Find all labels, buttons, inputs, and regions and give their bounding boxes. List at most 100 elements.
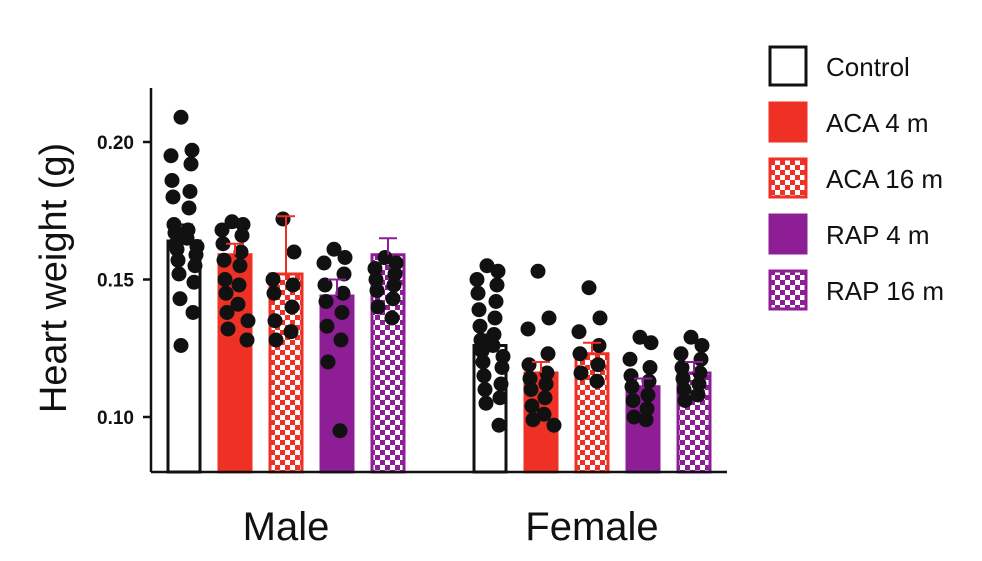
error-bar-male-3: [328, 278, 346, 296]
point-female-2-7: [589, 373, 605, 389]
point-female-4-2: [673, 346, 689, 362]
point-female-0-18: [477, 382, 493, 397]
legend-item-4: RAP 16 m: [768, 269, 944, 311]
point-male-0-18: [171, 266, 187, 282]
point-male-2-0: [275, 211, 291, 227]
legend-label-0: Control: [826, 52, 910, 82]
legend-label-4: RAP 16 m: [826, 276, 944, 306]
point-male-0-5: [182, 184, 198, 199]
point-male-3-4: [317, 277, 333, 293]
point-male-2-3: [285, 277, 301, 293]
point-female-0-13: [495, 349, 511, 364]
point-male-4-7: [385, 291, 401, 307]
point-female-2-0: [581, 280, 597, 296]
point-male-0-16: [170, 252, 186, 268]
point-male-1-1: [235, 217, 251, 232]
point-male-3-11: [332, 423, 348, 439]
point-male-3-2: [316, 255, 332, 271]
point-male-1-8: [217, 272, 233, 287]
point-female-4-1: [694, 338, 710, 353]
y-tick-label-0: 0.10: [97, 408, 134, 429]
point-female-2-5: [590, 357, 606, 373]
point-female-0-8: [472, 318, 488, 334]
point-male-1-15: [239, 332, 255, 348]
point-male-4-3: [387, 266, 403, 282]
error-bar-female-4: [685, 361, 703, 373]
point-female-2-6: [573, 365, 589, 381]
point-male-2-1: [286, 244, 302, 260]
point-male-0-2: [163, 148, 179, 164]
point-female-1-8: [523, 382, 539, 397]
legend-item-1: ACA 4 m: [768, 101, 929, 143]
error-bars-layer: [175, 215, 703, 387]
legend-swatch-2: [768, 157, 808, 199]
point-female-1-10: [524, 398, 540, 414]
point-male-4-1: [388, 255, 404, 271]
point-female-2-3: [591, 338, 607, 353]
point-male-3-3: [336, 266, 352, 282]
point-male-1-12: [219, 305, 235, 320]
point-male-3-0: [326, 241, 342, 257]
error-bar-female-0: [481, 333, 499, 346]
point-male-4-4: [368, 272, 384, 287]
point-female-0-10: [473, 332, 489, 348]
error-bar-male-0: [175, 223, 193, 241]
point-male-1-11: [230, 296, 246, 312]
points-layer: [163, 109, 710, 439]
point-male-1-2: [214, 222, 230, 238]
point-female-4-9: [690, 387, 706, 403]
point-male-3-1: [337, 250, 353, 265]
point-female-1-7: [538, 376, 554, 392]
point-female-4-0: [683, 329, 699, 345]
point-male-1-13: [240, 313, 256, 329]
legend-swatch-0: [768, 45, 808, 87]
point-female-1-12: [525, 412, 541, 428]
point-female-2-4: [572, 346, 588, 362]
y-tick-label-1: 0.15: [97, 271, 134, 292]
point-female-3-3: [642, 360, 658, 375]
point-female-0-3: [489, 277, 505, 293]
legend: Control ACA 4 m ACA 16 m RAP 4 m RAP 16 m: [768, 45, 944, 311]
point-male-3-6: [318, 294, 334, 309]
point-female-0-5: [488, 294, 504, 309]
point-female-1-2: [520, 321, 536, 337]
point-male-0-10: [167, 225, 183, 241]
point-male-0-1: [184, 142, 200, 158]
legend-item-2: ACA 16 m: [768, 157, 943, 199]
point-male-0-0: [173, 109, 189, 125]
point-male-4-5: [386, 277, 402, 293]
point-female-2-1: [592, 310, 608, 326]
point-female-1-0: [530, 263, 546, 279]
y-ticks: 0.10 0.15 0.20: [97, 133, 151, 429]
legend-swatch-1: [768, 101, 808, 143]
point-female-0-20: [478, 395, 494, 411]
point-female-1-13: [546, 417, 562, 433]
point-female-1-4: [521, 357, 537, 373]
point-female-0-14: [475, 354, 491, 370]
point-male-2-6: [267, 313, 283, 329]
error-bar-male-1: [226, 242, 244, 255]
legend-item-3: RAP 4 m: [768, 213, 930, 255]
point-male-0-17: [187, 258, 203, 274]
point-female-0-15: [494, 360, 510, 375]
point-male-4-9: [384, 310, 400, 326]
point-female-0-1: [490, 263, 506, 279]
point-male-4-6: [369, 283, 385, 298]
y-tick-label-2: 0.20: [97, 133, 134, 154]
point-female-1-6: [522, 371, 538, 386]
point-female-4-4: [674, 360, 690, 375]
point-female-0-21: [491, 417, 507, 433]
point-male-0-14: [169, 241, 185, 257]
point-male-2-7: [283, 324, 299, 340]
point-male-0-6: [165, 189, 181, 205]
legend-label-2: ACA 16 m: [826, 164, 943, 194]
point-female-0-12: [474, 343, 490, 359]
error-bar-female-2: [583, 341, 601, 354]
point-male-3-9: [333, 332, 349, 348]
point-female-0-7: [487, 310, 503, 326]
point-female-0-4: [470, 285, 486, 301]
legend-item-0: Control: [768, 45, 910, 87]
point-female-4-10: [677, 393, 693, 408]
point-male-0-22: [173, 338, 189, 353]
